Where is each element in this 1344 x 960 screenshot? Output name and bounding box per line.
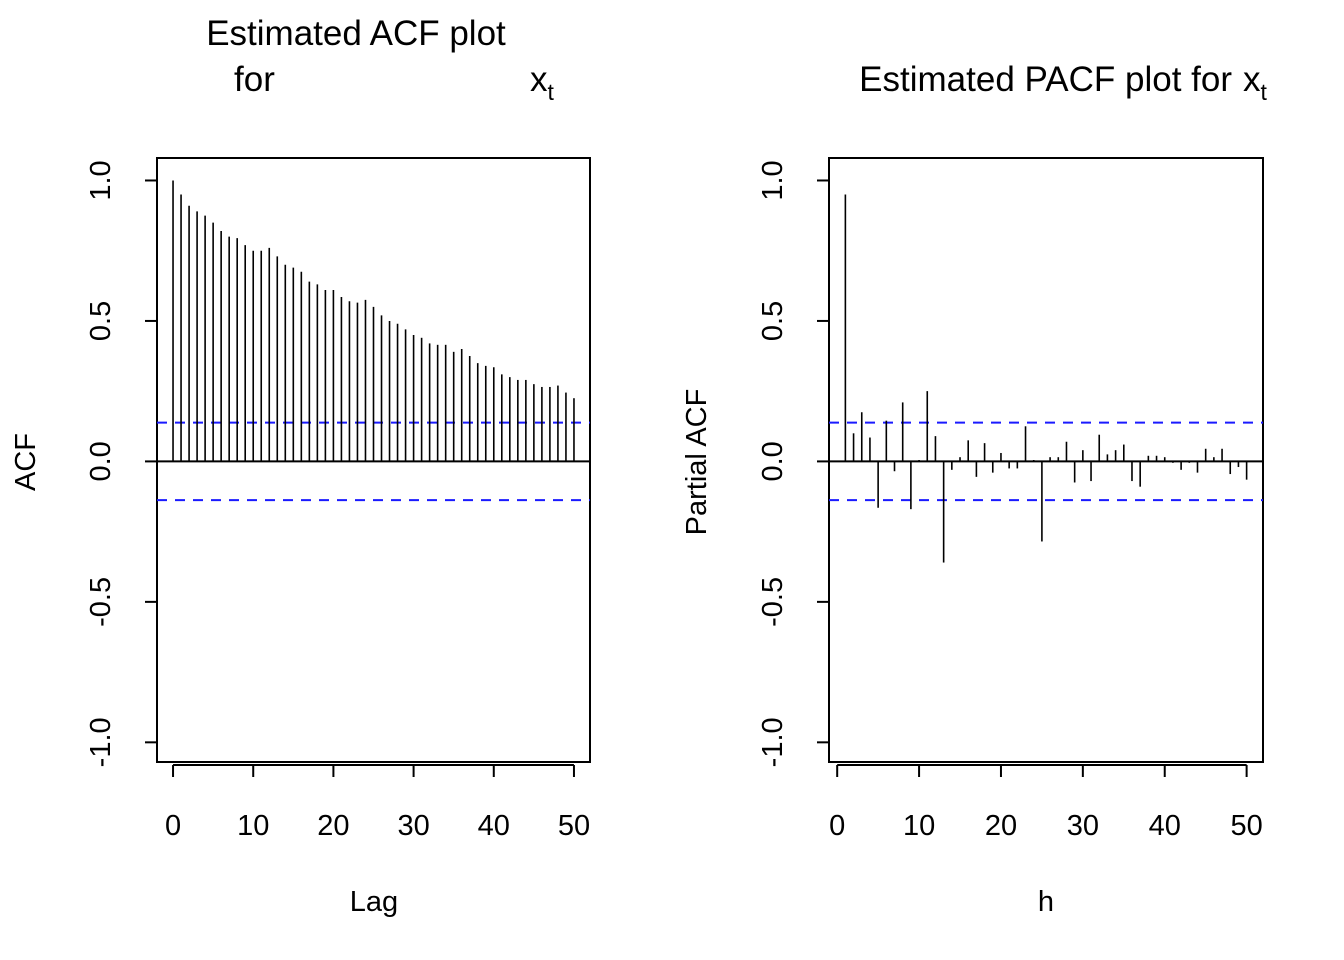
pacf-x-tick-label-40: 40 xyxy=(1149,810,1181,842)
pacf-confidence-bands xyxy=(829,421,1263,502)
pacf-y-tick-label-1: -0.5 xyxy=(757,577,789,627)
acf-plot-frame xyxy=(156,157,591,763)
acf-x-tick-label-0: 0 xyxy=(165,810,181,842)
pacf-y-tick-label-4: 1.0 xyxy=(757,160,789,200)
acf-title-var: x xyxy=(530,60,548,99)
pacf-title-subscript: t xyxy=(1261,79,1268,105)
pacf-title-variable: xt xyxy=(1243,60,1268,105)
acf-title-line1: Estimated ACF plot xyxy=(206,14,506,53)
acf-title-variable: xt xyxy=(530,60,555,105)
acf-y-tick-label-1: -0.5 xyxy=(85,577,117,627)
pacf-x-tick-label-10: 10 xyxy=(903,810,935,842)
acf-y-tick-label-3: 0.5 xyxy=(85,301,117,341)
pacf-x-axis: 0 10 20 30 40 50 xyxy=(829,764,1263,842)
acf-x-tick-label-20: 20 xyxy=(317,810,349,842)
acf-y-tick-label-0: -1.0 xyxy=(85,717,117,767)
acf-title-subscript: t xyxy=(548,79,555,105)
acf-x-tick-label-10: 10 xyxy=(237,810,269,842)
acf-y-axis-label: ACF xyxy=(10,433,42,491)
acf-y-tick-label-4: 1.0 xyxy=(85,160,117,200)
pacf-y-axis: -1.0 -0.5 0.0 0.5 1.0 xyxy=(757,160,829,767)
pacf-title: Estimated PACF plot for xyxy=(859,60,1232,99)
acf-x-tick-label-50: 50 xyxy=(558,810,590,842)
pacf-title-var: x xyxy=(1243,60,1261,99)
acf-x-axis-label: Lag xyxy=(350,886,398,918)
pacf-x-axis-label: h xyxy=(1038,886,1054,918)
acf-x-tick-label-30: 30 xyxy=(397,810,429,842)
acf-panel: Estimated ACF plot for xt 0 10 20 30 40 50 -1… xyxy=(10,14,591,918)
acf-y-tick-label-2: 0.0 xyxy=(85,441,117,481)
pacf-y-tick-label-0: -1.0 xyxy=(757,717,789,767)
pacf-y-axis-label: Partial ACF xyxy=(681,389,713,536)
acf-bars xyxy=(172,180,575,462)
pacf-x-tick-label-30: 30 xyxy=(1067,810,1099,842)
pacf-y-tick-label-2: 0.0 xyxy=(757,441,789,481)
pacf-y-tick-label-3: 0.5 xyxy=(757,301,789,341)
pacf-x-tick-label-50: 50 xyxy=(1230,810,1262,842)
pacf-x-tick-label-0: 0 xyxy=(829,810,845,842)
pacf-x-tick-label-20: 20 xyxy=(985,810,1017,842)
pacf-panel: Estimated PACF plot for xt 0 10 20 30 40 50 -… xyxy=(681,60,1268,918)
pacf-plot-frame xyxy=(828,157,1264,763)
acf-x-axis: 0 10 20 30 40 50 xyxy=(165,764,590,842)
acf-y-axis: -1.0 -0.5 0.0 0.5 1.0 xyxy=(85,160,157,767)
acf-title-line2: for xyxy=(234,60,275,99)
acf-x-tick-label-40: 40 xyxy=(478,810,510,842)
pacf-bars xyxy=(844,194,1248,563)
